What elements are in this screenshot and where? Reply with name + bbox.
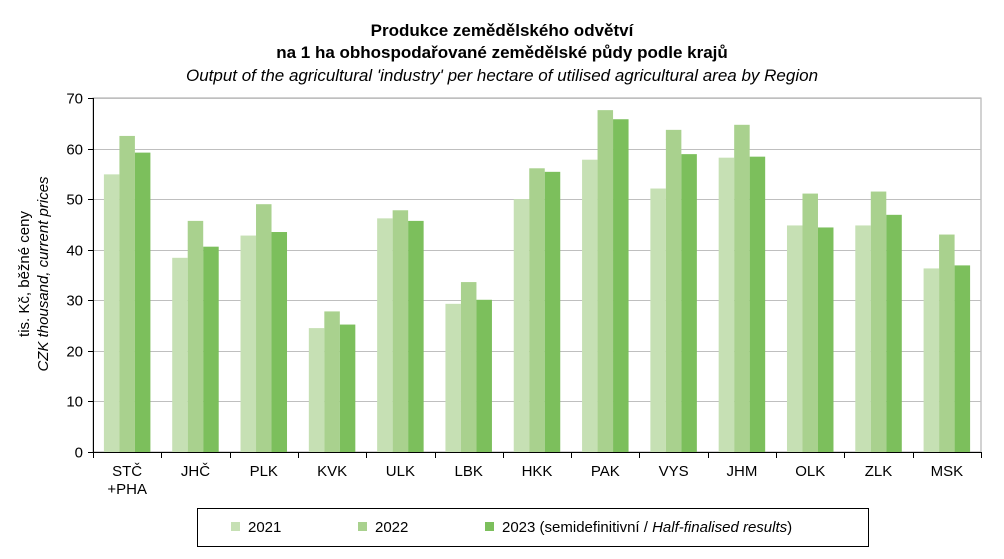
bar-2021-LBK xyxy=(445,303,461,452)
x-tick-label-line: LBK xyxy=(455,463,483,480)
bar-2022-OLK xyxy=(802,193,818,452)
bar-2022-STČ+PHA xyxy=(119,135,135,452)
x-tick-label: VYS xyxy=(659,463,689,480)
bar-2022-KVK xyxy=(324,311,340,452)
x-tick-label-line: +PHA xyxy=(107,481,147,498)
legend-label-2023-en: Half-finalised results xyxy=(652,519,788,536)
bar-2023-ZLK xyxy=(886,214,902,452)
x-tick-label: STČ +PHA xyxy=(107,463,147,498)
y-tick-label: 60 xyxy=(66,142,83,159)
bar-2021-PAK xyxy=(582,159,598,452)
x-tick-label: OLK xyxy=(795,463,825,480)
y-tick-label: 30 xyxy=(66,293,83,310)
bar-2023-JHČ xyxy=(203,246,219,452)
x-tick-label-line: JHČ xyxy=(181,463,210,480)
legend-item-2022: 2022 xyxy=(358,519,408,537)
bar-2023-VYS xyxy=(681,154,697,453)
bar-2022-PLK xyxy=(256,204,272,452)
bar-2023-MSK xyxy=(954,265,971,452)
bar-2023-JHM xyxy=(749,156,766,453)
chart-title-line2: na 1 ha obhospodařované zemědělské půdy … xyxy=(276,43,728,62)
bar-2022-VYS xyxy=(665,129,682,453)
bar-2023-ULK xyxy=(408,220,424,452)
x-tick-label: HKK xyxy=(522,463,553,480)
x-tick-label: JHM xyxy=(727,463,758,480)
y-tick-label: 70 xyxy=(66,91,83,108)
x-tick-label-line: HKK xyxy=(522,463,553,480)
x-tick-label-line: ZLK xyxy=(865,463,893,480)
x-tick-label: ULK xyxy=(386,463,415,480)
legend-label-2023: 2023 xyxy=(502,519,536,536)
chart-subtitle: Output of the agricultural 'industry' pe… xyxy=(185,66,819,85)
x-tick-label: ZLK xyxy=(865,463,893,480)
y-tick-label: 50 xyxy=(66,192,83,209)
legend-item-2023: 2023 (semidefinitivní / Half-finalised r… xyxy=(485,519,792,537)
x-tick-label-line: OLK xyxy=(795,463,825,480)
y-axis-label-en: CZK thousand, current prices xyxy=(35,176,52,372)
bar-2021-ZLK xyxy=(855,225,871,452)
bar-2022-ZLK xyxy=(870,191,887,453)
bar-2023-HKK xyxy=(544,171,561,452)
bar-2023-OLK xyxy=(817,227,834,452)
legend-label-2023-cs: (semidefinitivní / xyxy=(539,519,653,536)
legend-swatch-2021 xyxy=(231,521,240,531)
bar-2022-LBK xyxy=(460,282,477,452)
x-tick-label: MSK xyxy=(931,463,964,480)
bar-2021-JHM xyxy=(718,157,735,452)
bar-2021-OLK xyxy=(786,225,803,452)
legend-item-2021: 2021 xyxy=(231,519,281,537)
bar-2021-MSK xyxy=(923,268,940,452)
bar-2022-PAK xyxy=(597,110,614,452)
x-tick-label-line: PLK xyxy=(250,463,278,480)
x-tick-label: KVK xyxy=(317,463,347,480)
legend-label-2023-end: ) xyxy=(787,519,793,536)
bar-2021-VYS xyxy=(650,188,666,452)
bar-2023-PAK xyxy=(613,119,629,453)
x-tick-label: PLK xyxy=(250,463,278,480)
bar-2021-JHČ xyxy=(172,257,188,452)
y-tick-label: 40 xyxy=(66,243,83,260)
bar-2021-KVK xyxy=(308,328,325,452)
y-tick-label: 0 xyxy=(75,445,83,462)
x-tick-label-line: STČ xyxy=(112,463,142,480)
legend: 2021 2022 2023 (semidefinitivní / Half-f… xyxy=(197,508,869,547)
x-tick-label: LBK xyxy=(455,463,483,480)
bar-2021-STČ+PHA xyxy=(103,174,120,452)
x-tick-label: PAK xyxy=(591,463,620,480)
bar-2022-MSK xyxy=(939,234,955,452)
bar-2021-HKK xyxy=(513,199,530,452)
bar-2021-ULK xyxy=(377,218,393,452)
x-tick-label-line: VYS xyxy=(659,463,689,480)
bar-2023-STČ+PHA xyxy=(134,152,151,453)
x-tick-label-line: KVK xyxy=(317,463,347,480)
y-tick-label: 20 xyxy=(66,344,83,361)
legend-swatch-2023 xyxy=(485,521,494,531)
x-tick-label-line: PAK xyxy=(591,463,620,480)
x-tick-label-line: JHM xyxy=(727,463,758,480)
bar-2023-KVK xyxy=(339,324,356,452)
legend-swatch-2022 xyxy=(358,521,367,531)
x-tick-label-line: MSK xyxy=(931,463,964,480)
x-tick-label: JHČ xyxy=(181,463,210,480)
y-tick-label: 10 xyxy=(66,394,83,411)
chart-title: Produkce zemědělského odvětví xyxy=(370,21,634,40)
bar-2022-JHČ xyxy=(187,220,204,452)
bar-2022-ULK xyxy=(392,210,409,452)
bar-chart: 0 10 20 30 40 50 60 70 STČ +PHA JHČ PLK KVK ULK LBK HKK… xyxy=(66,91,982,498)
x-tick-label-line: ULK xyxy=(386,463,415,480)
bar-2021-PLK xyxy=(240,235,257,452)
bar-2023-PLK xyxy=(271,232,288,452)
bar-2023-LBK xyxy=(476,299,492,452)
bar-2022-HKK xyxy=(529,168,545,452)
bar-2022-JHM xyxy=(734,124,750,452)
legend-label-2022: 2022 xyxy=(375,519,409,536)
legend-label-2021: 2021 xyxy=(248,519,282,536)
y-axis-label-cs: tis. Kč, běžné ceny xyxy=(16,211,33,337)
